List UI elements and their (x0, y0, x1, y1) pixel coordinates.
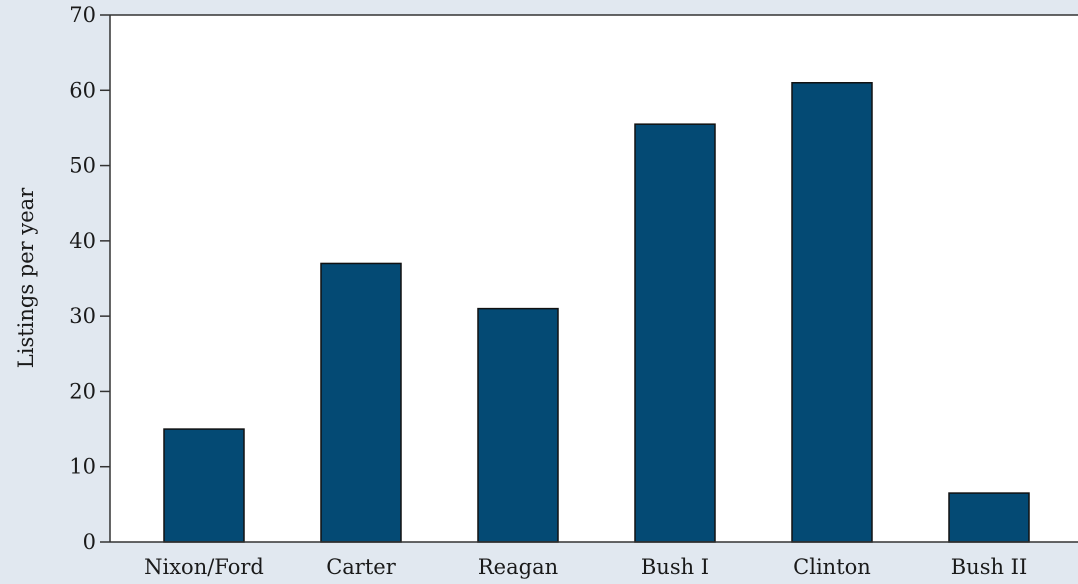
plot-area (110, 15, 1078, 542)
bars (163, 82, 1030, 543)
x-tick-label: Reagan (478, 555, 558, 579)
x-tick-label: Clinton (793, 555, 871, 579)
bar-bush-ii (948, 492, 1030, 543)
y-tick-label: 70 (69, 3, 96, 27)
x-tick-label: Nixon/Ford (144, 555, 264, 579)
y-tick-label: 40 (69, 229, 96, 253)
x-tick-label: Bush II (951, 555, 1028, 579)
y-tick-label: 30 (69, 304, 96, 328)
x-axis-labels: Nixon/Ford Carter Reagan Bush I Clinton Bush … (144, 555, 1027, 579)
x-tick-label: Bush I (641, 555, 709, 579)
bar-carter (320, 262, 402, 543)
y-tick-label: 20 (69, 379, 96, 403)
y-tick-label: 60 (69, 78, 96, 102)
bar-nixon-ford (163, 428, 245, 543)
bar-reagan (477, 307, 559, 543)
bar-bush-i (634, 123, 716, 543)
y-tick-label: 50 (69, 154, 96, 178)
y-tick-label: 0 (83, 530, 96, 554)
y-tick-label: 10 (69, 455, 96, 479)
bar-clinton (791, 82, 873, 543)
x-tick-label: Carter (326, 555, 396, 579)
y-axis-ticks: 0 10 20 30 40 50 60 70 (69, 3, 110, 554)
y-axis-title: Listings per year (14, 187, 38, 368)
